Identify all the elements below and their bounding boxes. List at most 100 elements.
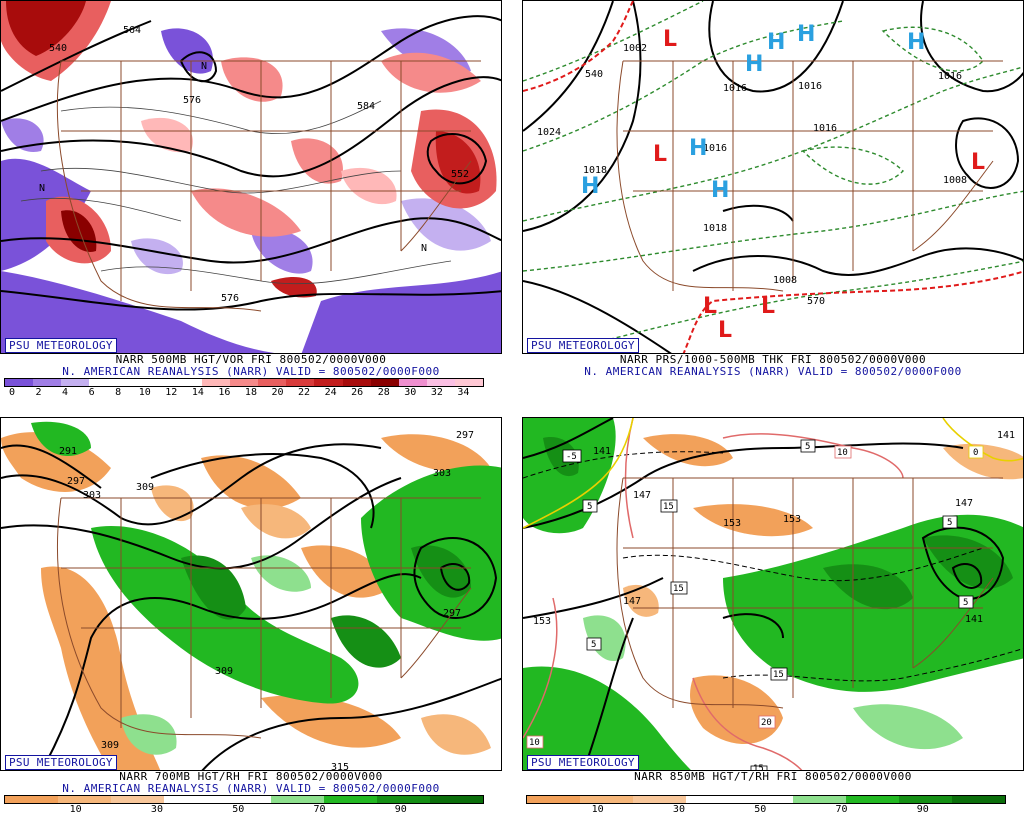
colorbar [4, 795, 484, 804]
contour-label: 1016 [703, 143, 727, 154]
panel-500mb-vorticity: 540 564 576 584 576 552 N N N PSU METEOR… [0, 0, 502, 400]
contour-label: 576 [221, 293, 239, 304]
colorbar-swatch [323, 796, 377, 803]
colorbar-tick-label: 6 [88, 387, 95, 398]
colorbar-swatch [58, 796, 112, 803]
map-700mb: 291 297 303 309 303 297 309 309 315 297 … [0, 417, 502, 771]
contour-label: N [421, 243, 427, 254]
contour-label: 309 [101, 740, 119, 751]
colorbar-swatch [5, 796, 59, 803]
humidity-field: 291 297 303 309 303 297 309 309 315 297 [1, 421, 501, 771]
temp-label: 15 [663, 502, 674, 512]
colorbar [526, 795, 1006, 804]
colorbar-tick-label: 10 [138, 387, 151, 398]
contour-label: 141 [593, 446, 611, 457]
temp-label: 10 [529, 738, 540, 748]
colorbar-labels: 10 30 50 70 90 [4, 804, 482, 816]
contour-label: 1018 [583, 165, 607, 176]
colorbar-tick-label: 34 [457, 387, 470, 398]
map-500mb: 540 564 576 584 576 552 N N N PSU METEOR… [0, 0, 502, 354]
panel-850mb-temp-rh: 141 147 153 153 147 141 153 147 141 -5 5… [522, 417, 1024, 817]
temp-label: 20 [761, 718, 772, 728]
high-pressure-center: H [711, 178, 729, 203]
colorbar-tick-label: 50 [232, 804, 245, 815]
colorbar-swatch [898, 796, 952, 803]
temp-label: 5 [963, 598, 968, 608]
colorbar-swatch [5, 379, 34, 386]
colorbar-swatch [370, 379, 399, 386]
colorbar-swatch [164, 796, 218, 803]
colorbar-swatch [376, 796, 430, 803]
contour-label: 153 [533, 616, 551, 627]
panel-caption-title: NARR 700MB HGT/RH FRI 800502/0000V000 [119, 770, 383, 783]
temp-label: -5 [566, 452, 577, 462]
colorbar-swatch [145, 379, 174, 386]
colorbar-swatch [270, 796, 324, 803]
contour-label: 297 [456, 430, 474, 441]
temp-label: 5 [591, 640, 596, 650]
colorbar-swatch [792, 796, 846, 803]
colorbar-tick-label: 30 [404, 387, 417, 398]
colorbar-tick-label: 8 [115, 387, 122, 398]
colorbar-swatch [580, 796, 634, 803]
colorbar-swatch [217, 796, 271, 803]
contour-label: 1002 [623, 43, 647, 54]
map-850mb: 141 147 153 153 147 141 153 147 141 -5 5… [522, 417, 1024, 771]
colorbar-swatch [201, 379, 230, 386]
colorbar-swatch [117, 379, 146, 386]
contour-label: 315 [331, 762, 349, 771]
contour-label: 1016 [723, 83, 747, 94]
high-pressure-center: H [581, 174, 599, 199]
temp-label: 15 [773, 670, 784, 680]
colorbar-swatch [258, 379, 287, 386]
colorbar-tick-label: 0 [8, 387, 15, 398]
contour-label: 564 [123, 25, 141, 36]
colorbar-swatch [429, 796, 483, 803]
psu-meteorology-badge: PSU METEOROLOGY [527, 338, 639, 353]
colorbar-tick-label: 12 [165, 387, 178, 398]
colorbar-tick-label: 18 [244, 387, 257, 398]
colorbar-swatch [230, 379, 259, 386]
panel-mslp-thickness: 1002 1016 1016 1024 1018 1016 1016 1018 … [522, 0, 1024, 400]
contour-label: 1008 [943, 175, 967, 186]
contour-label: 303 [83, 490, 101, 501]
contour-label: 309 [215, 666, 233, 677]
contour-label: 297 [67, 476, 85, 487]
temperature-labels: -5 5 0 5 15 15 5 15 5 5 10 20 10 15 [526, 439, 984, 770]
colorbar-tick-label: 16 [218, 387, 231, 398]
colorbar-tick-label: 26 [351, 387, 364, 398]
colorbar-swatch [342, 379, 371, 386]
colorbar-swatch [686, 796, 740, 803]
contour-label: 1016 [938, 71, 962, 82]
colorbar-tick-label: 28 [377, 387, 390, 398]
contour-label: 141 [965, 614, 983, 625]
colorbar-tick-label: 30 [150, 804, 163, 815]
contour-label: 147 [623, 596, 641, 607]
panel-caption-title: NARR 500MB HGT/VOR FRI 800502/0000V000 [115, 353, 387, 366]
panel-caption-valid: N. AMERICAN REANALYSIS (NARR) VALID = 80… [62, 365, 440, 378]
high-pressure-center: H [907, 30, 925, 55]
colorbar-tick-label: 4 [62, 387, 69, 398]
temp-label: 5 [947, 518, 952, 528]
colorbar-swatch [951, 796, 1005, 803]
low-pressure-center: L [971, 150, 985, 175]
panel-700mb-rh: 291 297 303 309 303 297 309 309 315 297 … [0, 417, 502, 817]
temp-label: 5 [587, 502, 592, 512]
pressure-field: 1002 1016 1016 1024 1018 1016 1016 1018 … [523, 1, 1023, 353]
colorbar-tick-label: 30 [672, 804, 685, 815]
colorbar-tick-label: 10 [591, 804, 604, 815]
low-pressure-center: L [703, 294, 717, 319]
vorticity-field: 540 564 576 584 576 552 N N N [1, 1, 501, 353]
colorbar-tick-label: 14 [191, 387, 204, 398]
colorbar-swatch [398, 379, 427, 386]
colorbar-tick-label: 32 [430, 387, 443, 398]
panel-caption-valid: N. AMERICAN REANALYSIS (NARR) VALID = 80… [62, 782, 440, 795]
contour-label: 153 [783, 514, 801, 525]
colorbar-swatch [111, 796, 165, 803]
low-pressure-center: L [663, 27, 677, 52]
low-pressure-center: L [718, 318, 732, 343]
contour-label: 141 [997, 430, 1015, 441]
temp-humidity-field: 141 147 153 153 147 141 153 147 141 -5 5… [523, 418, 1023, 770]
contour-label: 291 [59, 446, 77, 457]
contour-label: 576 [183, 95, 201, 106]
